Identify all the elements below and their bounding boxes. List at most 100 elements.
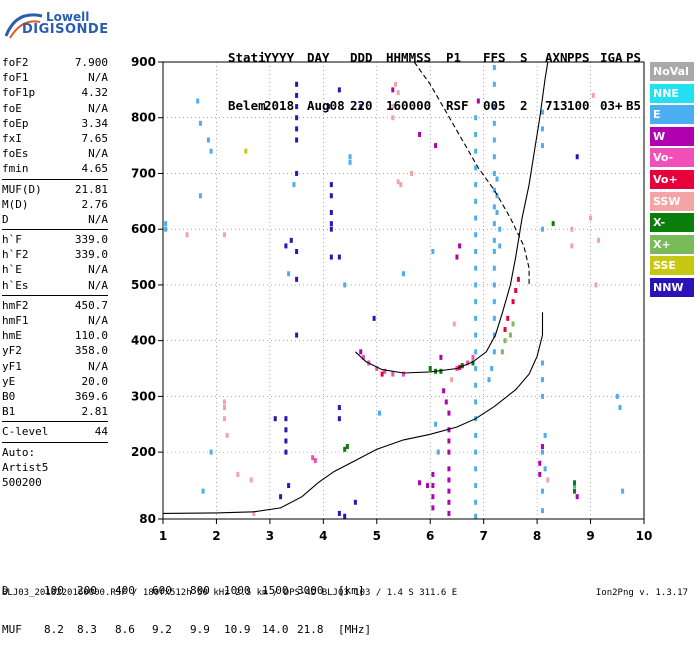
echo-point-ssw [222, 399, 226, 405]
echo-point-nnw [289, 237, 293, 243]
echo-point-e [198, 120, 202, 126]
distance-value: 3000 [297, 584, 324, 597]
echo-point-ssw [591, 92, 595, 98]
echo-point-e [540, 377, 544, 383]
echo-point-e [492, 187, 496, 193]
echo-point-voplus [380, 371, 384, 377]
muf-value: 14.0 [262, 623, 289, 636]
echo-point-vominus [402, 371, 405, 377]
echo-point-nnw [273, 416, 277, 422]
echo-point-w [476, 98, 480, 104]
echo-point-e [209, 449, 213, 455]
echo-point-vominus [466, 360, 470, 366]
echo-point-e [474, 215, 478, 221]
echo-point-e [431, 248, 435, 254]
echo-point-w [447, 499, 451, 505]
echo-point-e [474, 483, 478, 489]
header-value-8: 713 [545, 98, 568, 113]
param-key: foE [2, 101, 22, 115]
header-label-1: YYYY [264, 50, 295, 65]
echo-point-nnw [284, 243, 288, 249]
echo-point-vominus [361, 354, 365, 360]
echo-point-e [348, 159, 352, 165]
echo-point-nnw [337, 416, 341, 422]
echo-point-e [543, 466, 547, 472]
echo-point-e [164, 221, 168, 227]
echo-point-ssw [450, 377, 454, 383]
echo-point-ssw [222, 416, 226, 422]
echo-point-xminus [428, 366, 432, 372]
param-value: N/A [88, 278, 108, 292]
header-label-5: P1 [446, 50, 462, 65]
header-value-0: Belem [228, 98, 266, 113]
echo-point-voplus [514, 288, 518, 293]
echo-point-e [206, 137, 210, 143]
y-tick-label: 700 [131, 166, 156, 180]
echo-point-nnw [329, 182, 333, 188]
echo-point-nnw [343, 513, 347, 519]
distance-value: 100 [44, 584, 64, 597]
param-value: 3.34 [81, 116, 109, 130]
echo-point-e [164, 226, 168, 232]
param-d: D N/A [2, 212, 108, 227]
param-key: h`E [2, 263, 22, 277]
param-value: 7.900 [74, 56, 108, 69]
param-yf2: yF2 358.0 [2, 343, 108, 358]
param-value: 110.0 [74, 329, 108, 343]
echo-point-e [474, 282, 478, 288]
echo-point-ssw [410, 170, 414, 176]
echo-point-ssw [399, 182, 403, 188]
muf-value: [MHz] [338, 623, 372, 636]
echo-point-xplus [511, 321, 515, 327]
param-value: N/A [88, 71, 108, 85]
echo-point-e [492, 81, 496, 87]
station-header: Stati YYYY DAY DDD HHMMSS P1 FFS S AXN PPS IGA PS B… [228, 18, 641, 130]
header-value-10: 03+ [600, 98, 623, 113]
echo-point-e [474, 131, 478, 137]
muf-value: 8.6 [115, 623, 135, 636]
echo-point-w [391, 87, 395, 93]
param-clevel: C-level 44 [2, 424, 108, 439]
distance-value: 800 [190, 584, 210, 597]
curve-profile [162, 312, 544, 514]
version-info: Ion2Png v. 1.3.17 [595, 588, 688, 598]
echo-point-e [474, 148, 478, 154]
echo-point-e [492, 120, 496, 126]
param-he: h`E N/A [2, 262, 108, 277]
param-key: h`F2 [2, 248, 29, 262]
echo-point-e [495, 176, 499, 182]
autoscale-line: 500200 [2, 475, 42, 489]
echo-point-xminus [573, 488, 577, 494]
echo-point-xplus [503, 338, 507, 344]
param-md: M(D) 2.76 [2, 197, 108, 212]
chart-curves [162, 61, 549, 514]
header-value-1: 2018 [264, 98, 295, 113]
header-label-8: AXN [545, 50, 568, 65]
echo-point-nnw [337, 405, 341, 411]
logo-line2: DIGISONDE [22, 22, 109, 37]
echo-point-e [492, 332, 496, 338]
echo-point-e [474, 232, 478, 238]
x-tick-label: 3 [266, 529, 274, 543]
param-key: foF1p [2, 86, 36, 100]
muf-label: MUF [2, 623, 22, 636]
muf-distance-table: D 100 200 400 600 800 1000 1500 3000 [km] MUF 8.2 8… [2, 558, 402, 649]
param-value: 339.0 [74, 248, 108, 262]
param-foe: foE N/A [2, 101, 108, 116]
legend-nnw: NNW [650, 277, 694, 297]
echo-point-e [492, 315, 496, 321]
header-label-3: DDD [350, 50, 373, 65]
echo-point-ssw [222, 232, 226, 238]
echo-point-xminus [343, 446, 347, 452]
param-value: N/A [88, 147, 108, 161]
echo-point-nnw [337, 510, 341, 516]
echo-point-e [492, 248, 496, 254]
echo-point-nnw [295, 126, 299, 132]
param-value: 358.0 [74, 344, 108, 358]
param-fxi: fxI 7.65 [2, 131, 108, 146]
echo-point-vominus [471, 354, 475, 360]
chart-grid [162, 61, 645, 520]
header-label-0: Stati [228, 50, 266, 65]
param-key: foF1 [2, 71, 29, 85]
distance-value: 600 [152, 584, 172, 597]
